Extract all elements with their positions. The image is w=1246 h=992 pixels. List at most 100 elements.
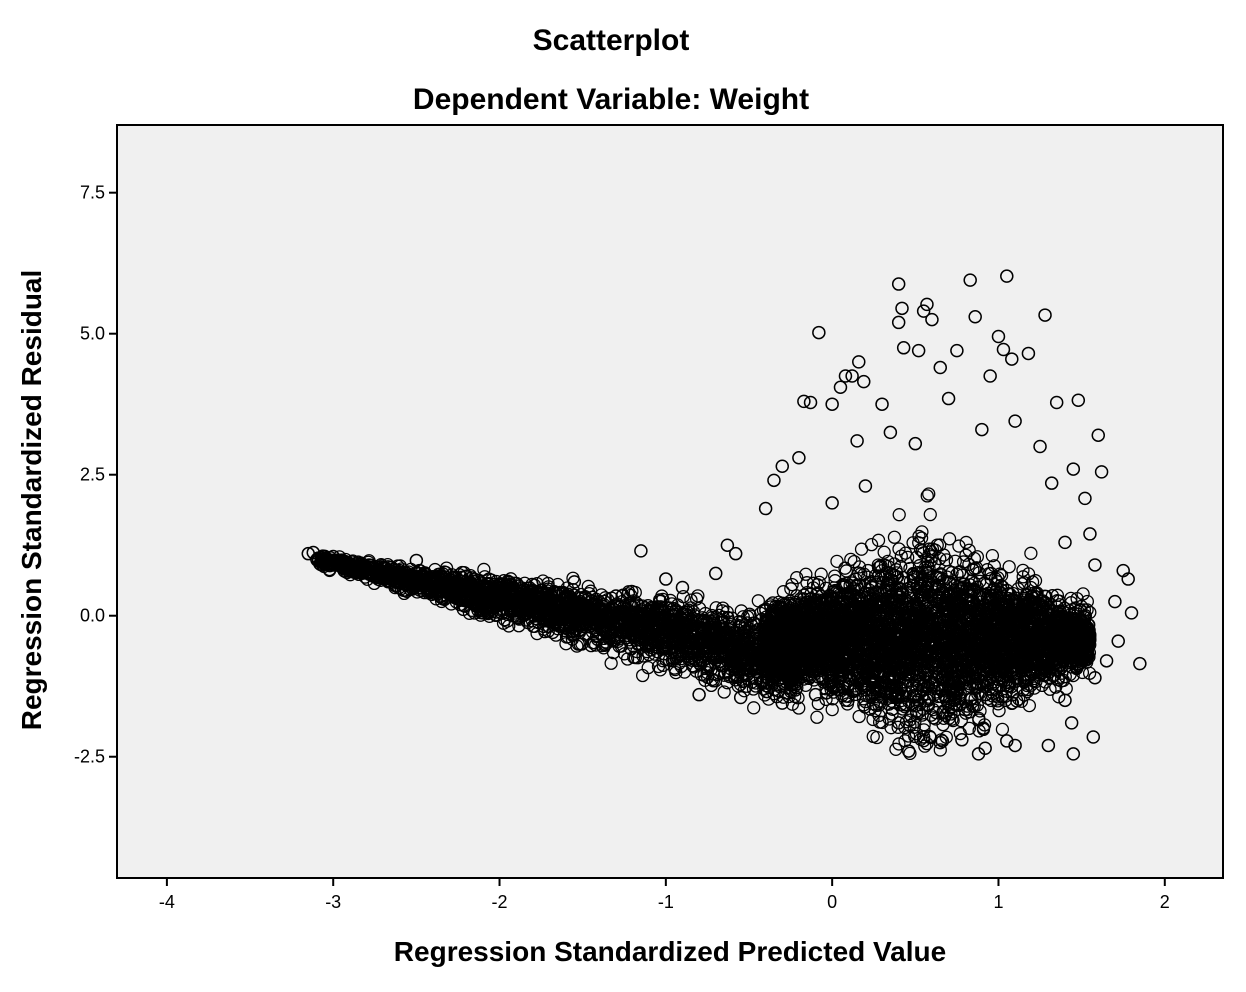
scatter-point: [615, 589, 629, 603]
x-axis: -4 -3 -2 -1 0 1 2: [159, 878, 1170, 912]
scatter-point: [1049, 395, 1064, 410]
scatter-point: [825, 496, 839, 510]
scatter-point: [1088, 558, 1102, 572]
scatter-point: [975, 422, 989, 437]
scatter-point: [641, 660, 655, 675]
x-tick-label: -4: [159, 892, 175, 912]
scatter-point: [675, 580, 690, 595]
scatter-point: [797, 394, 811, 409]
y-tick-label: 5.0: [80, 324, 105, 344]
scatter-point: [833, 380, 848, 395]
scatter-point: [1008, 738, 1022, 753]
scatter-point: [920, 297, 934, 312]
y-tick-label: 7.5: [80, 183, 105, 203]
scatter-point: [858, 479, 873, 493]
scatter-point: [857, 374, 871, 389]
scatter-point: [933, 360, 948, 375]
y-axis: 7.5 5.0 2.5 0.0 -2.5: [74, 183, 117, 767]
scatter-point: [838, 369, 853, 383]
scatter-point: [717, 685, 731, 699]
scatter-point: [1108, 594, 1122, 609]
scatter-point: [1038, 308, 1052, 322]
scatter-point: [1021, 346, 1036, 361]
x-tick-label: -3: [325, 892, 341, 912]
scatter-point: [1041, 738, 1056, 753]
scatter-point: [803, 395, 818, 410]
scatter-point: [916, 304, 931, 318]
scatter-point: [758, 501, 773, 516]
x-tick-label: 1: [993, 892, 1003, 912]
scatter-point: [1066, 747, 1081, 761]
scatter-point: [1133, 656, 1147, 671]
scatter-point: [845, 369, 859, 383]
scatter-point: [659, 572, 673, 586]
scatter-point: [812, 325, 826, 340]
x-tick-label: -1: [658, 892, 674, 912]
scatter-point: [634, 544, 648, 558]
scatter-point: [941, 391, 956, 406]
scatter-point: [792, 701, 806, 715]
scatter-point: [925, 312, 939, 327]
scatter-point: [1044, 476, 1059, 490]
y-tick-label: -2.5: [74, 747, 105, 767]
scatter-point: [1121, 572, 1135, 586]
chart-title: Scatterplot: [533, 24, 690, 57]
scatter-point: [971, 747, 986, 761]
scatter-point: [911, 343, 926, 358]
scatter-point: [1111, 634, 1125, 648]
scatter-point: [708, 566, 723, 581]
scatter-point: [1008, 414, 1022, 428]
scatter-point: [1000, 269, 1014, 283]
scatter-point: [1083, 527, 1097, 541]
scatter-point: [852, 355, 866, 369]
scatter-point: [720, 538, 735, 552]
scatter-point: [1000, 734, 1014, 748]
scatter-point: [950, 343, 964, 358]
scatter-point: [1078, 491, 1092, 506]
x-tick-label: -2: [492, 892, 508, 912]
scatter-point: [963, 273, 977, 287]
scatter-point: [692, 687, 706, 702]
scatter-point: [991, 329, 1006, 344]
scatter-point: [1005, 352, 1019, 366]
scatter-point: [908, 436, 923, 451]
x-tick-label: 2: [1160, 892, 1170, 912]
scatter-point: [767, 473, 781, 488]
scatter-point: [983, 369, 997, 383]
scatter-point: [775, 459, 790, 473]
scatter-point: [1094, 465, 1109, 479]
scatter-point: [996, 342, 1011, 357]
scatter-point: [895, 301, 909, 316]
chart-subtitle: Dependent Variable: Weight: [413, 83, 809, 116]
scatter-point: [891, 315, 906, 330]
scatter-point: [1071, 393, 1086, 408]
scatter-point: [604, 656, 618, 670]
y-tick-label: 0.0: [80, 606, 105, 626]
scatter-point: [663, 593, 678, 608]
scatter-point: [589, 638, 603, 652]
scatter-point: [1064, 716, 1079, 730]
scatter-point: [1124, 606, 1139, 620]
scatter-point: [968, 310, 982, 324]
scatter-point: [1099, 654, 1114, 668]
scatter-point: [875, 397, 889, 411]
y-tick-label: 2.5: [80, 465, 105, 485]
plot-area: [116, 124, 1224, 879]
scatter-point: [825, 397, 839, 411]
scatter-point: [891, 277, 906, 291]
x-tick-label: 0: [827, 892, 837, 912]
scatter-point: [651, 659, 666, 674]
scatter-point: [1033, 439, 1047, 454]
scatter-point: [751, 594, 765, 608]
scatter-point: [792, 451, 806, 465]
scatter-point: [883, 425, 898, 440]
scatter-point: [1091, 428, 1106, 442]
scatter-point: [850, 434, 864, 448]
scatter-point: [955, 733, 969, 747]
scatter-points: [301, 269, 1147, 761]
scatter-point: [1066, 462, 1081, 476]
scatter-point: [1058, 535, 1072, 550]
scatter-point: [1086, 730, 1101, 744]
scatter-point: [728, 546, 743, 561]
